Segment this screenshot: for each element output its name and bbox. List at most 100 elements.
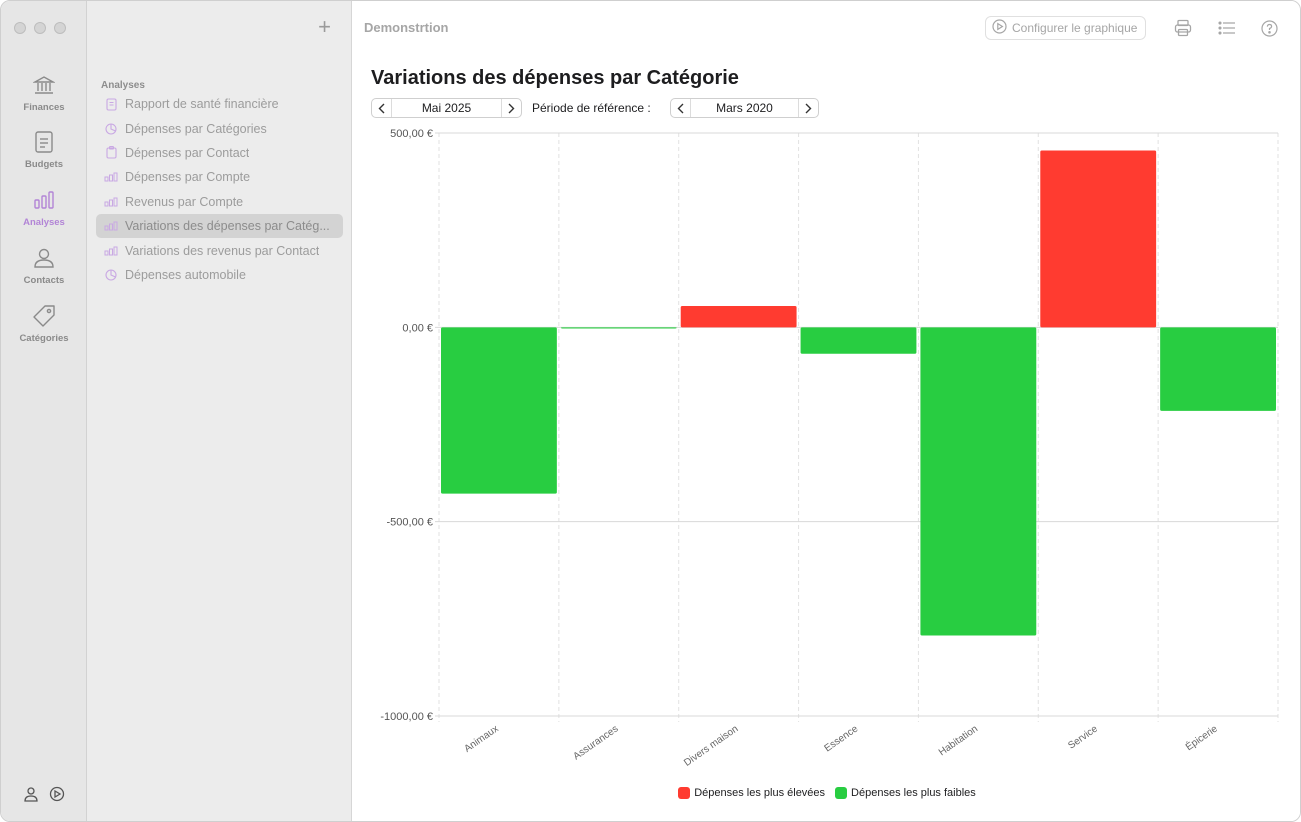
rail-item-label: Contacts — [23, 275, 65, 286]
chart-legend: Dépenses les plus élevées Dépenses les p… — [352, 787, 1300, 799]
chevron-left-icon — [677, 103, 684, 113]
person-icon — [1, 244, 87, 272]
configure-chart-button[interactable]: Configurer le graphique — [985, 16, 1147, 40]
page-title: Variations des dépenses par Catégorie — [371, 67, 739, 89]
clipboard-icon — [104, 146, 118, 160]
x-tick-label: Épicerie — [1183, 722, 1220, 754]
period-stepper[interactable]: Mai 2025 — [371, 98, 522, 118]
rail-item-analyses[interactable]: Analyses — [1, 186, 87, 228]
user-icon[interactable] — [23, 786, 39, 807]
bars-icon — [104, 221, 118, 231]
chevron-right-icon — [508, 103, 515, 113]
next-period-button[interactable] — [501, 99, 521, 117]
y-tick-label: 0,00 € — [402, 322, 433, 334]
zoom-window-button[interactable] — [54, 22, 66, 34]
legend-label: Dépenses les plus élevées — [694, 787, 826, 799]
chevron-right-icon — [805, 103, 812, 113]
legend-item-increase: Dépenses les plus élevées — [678, 787, 825, 799]
rail-footer — [23, 786, 65, 807]
help-icon[interactable] — [1258, 17, 1280, 39]
bar-divers-maison — [680, 305, 797, 328]
rail-item-contacts[interactable]: Contacts — [1, 244, 87, 286]
add-report-button[interactable]: + — [318, 14, 331, 39]
sidebar-item-variations-depenses[interactable]: Variations des dépenses par Catég... — [96, 213, 343, 239]
bar-animaux — [441, 327, 557, 494]
pie-icon — [104, 123, 118, 135]
bars-icon — [104, 246, 118, 256]
x-tick-label: Essence — [822, 723, 860, 754]
tag-icon — [1, 302, 87, 330]
sidebar-item-label: Dépenses par Catégories — [125, 121, 267, 136]
sidebar-item-label: Variations des dépenses par Catég... — [125, 219, 330, 234]
rail-item-label: Budgets — [25, 159, 63, 170]
chevron-left-icon — [378, 103, 385, 113]
reference-period-label: Période de référence : — [532, 101, 651, 115]
previous-period-button[interactable] — [372, 99, 392, 117]
rail-item-categories[interactable]: Catégories — [1, 302, 87, 344]
minimize-window-button[interactable] — [34, 22, 46, 34]
bar-habitation — [920, 327, 1037, 636]
main-content: Demonstrtion Configurer le graphique Var… — [352, 1, 1300, 821]
window-controls — [14, 22, 66, 34]
reference-period-stepper[interactable]: Mars 2020 — [670, 98, 819, 118]
rail-item-label: Finances — [23, 102, 65, 113]
y-tick-label: 500,00 € — [390, 128, 433, 140]
report-icon — [104, 98, 118, 111]
list-icon[interactable] — [1216, 17, 1238, 39]
sidebar-section-title: Analyses — [101, 80, 145, 91]
variation-bar-chart: 500,00 € 0,00 € -500,00 € -1000,00 € Animaux… — [380, 128, 1279, 769]
reference-period-value: Mars 2020 — [716, 101, 773, 115]
previous-reference-button[interactable] — [671, 99, 691, 117]
period-value: Mai 2025 — [421, 101, 472, 115]
bar-épicerie — [1160, 327, 1276, 411]
legend-item-decrease: Dépenses les plus faibles — [835, 787, 976, 799]
legend-label: Dépenses les plus faibles — [851, 787, 976, 799]
sidebar-item-label: Dépenses par Compte — [125, 170, 251, 185]
sidebar: + Analyses Rapport de santé financière D… — [87, 1, 352, 821]
y-tick-label: -1000,00 € — [380, 711, 433, 723]
legend-swatch — [678, 787, 691, 799]
x-tick-label: Animaux — [462, 723, 500, 754]
bank-icon — [1, 71, 87, 99]
configure-chart-label: Configurer le graphique — [1012, 21, 1138, 35]
sidebar-item-label: Dépenses par Contact — [125, 145, 250, 160]
rail-item-finances[interactable]: Finances — [1, 71, 87, 113]
sidebar-item-label: Rapport de santé financière — [125, 97, 279, 112]
sidebar-item-variations-revenus[interactable]: Variations des revenus par Contact — [96, 238, 343, 262]
pie-icon — [104, 269, 118, 281]
next-reference-button[interactable] — [798, 99, 818, 117]
close-window-button[interactable] — [14, 22, 26, 34]
play-circle-icon — [992, 19, 1007, 37]
app-rail: Finances Budgets Analyses Contacts Catég — [1, 1, 87, 821]
sidebar-item-depenses-contact[interactable]: Dépenses par Contact — [96, 141, 343, 165]
rail-item-label: Catégories — [19, 333, 69, 344]
sidebar-item-depenses-categories[interactable]: Dépenses par Catégories — [96, 116, 343, 140]
bar-chart-icon — [1, 186, 87, 214]
x-tick-label: Habitation — [937, 723, 980, 758]
legend-swatch — [835, 787, 848, 799]
sidebar-item-revenus-compte[interactable]: Revenus par Compte — [96, 190, 343, 214]
document-icon — [1, 128, 87, 156]
rail-item-budgets[interactable]: Budgets — [1, 128, 87, 170]
x-tick-label: Assurances — [571, 723, 620, 762]
report-list: Rapport de santé financière Dépenses par… — [96, 92, 343, 287]
sidebar-item-depenses-automobile[interactable]: Dépenses automobile — [96, 263, 343, 287]
document-title: Demonstrtion — [364, 20, 449, 35]
y-tick-label: -500,00 € — [387, 517, 433, 529]
bars-icon — [104, 172, 118, 182]
print-icon[interactable] — [1172, 17, 1194, 39]
sidebar-item-label: Variations des revenus par Contact — [125, 243, 320, 258]
sidebar-item-depenses-compte[interactable]: Dépenses par Compte — [96, 165, 343, 189]
x-tick-label: Divers maison — [682, 723, 740, 768]
settings-icon[interactable] — [49, 786, 65, 807]
sidebar-item-label: Revenus par Compte — [125, 194, 244, 209]
rail-item-label: Analyses — [23, 217, 65, 228]
x-tick-label: Service — [1066, 723, 1100, 751]
bars-icon — [104, 197, 118, 207]
bar-assurances — [560, 327, 677, 329]
sidebar-item-rapport-sante[interactable]: Rapport de santé financière — [96, 92, 343, 116]
sidebar-item-label: Dépenses automobile — [125, 267, 246, 282]
bar-essence — [800, 327, 917, 354]
bar-service — [1040, 150, 1157, 328]
